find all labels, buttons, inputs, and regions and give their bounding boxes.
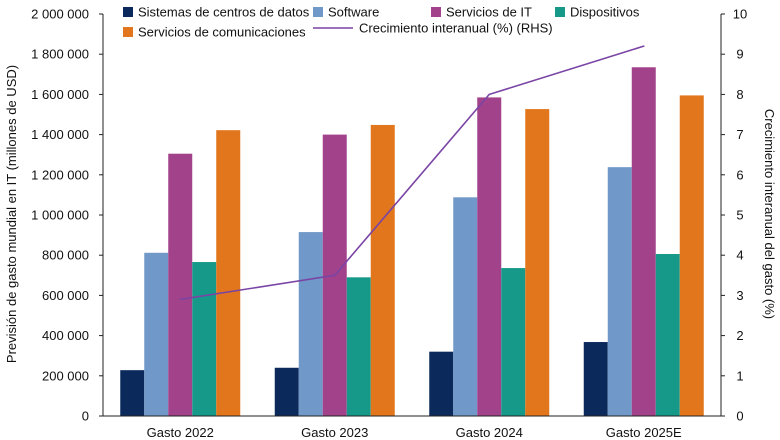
bar-1-4 <box>583 342 608 416</box>
growth-point-3 <box>488 93 491 96</box>
legend-label-4: Dispositivos <box>570 5 640 20</box>
bar-4-1 <box>192 262 217 416</box>
y-tick-label: 1 200 000 <box>31 167 89 182</box>
bar-1-3 <box>429 351 454 416</box>
y2-tick-label: 8 <box>736 87 743 102</box>
bar-1-1 <box>120 370 145 416</box>
bar-4-3 <box>501 268 526 416</box>
growth-point-2 <box>333 274 336 277</box>
y-tick-label: 600 000 <box>42 288 89 303</box>
y2-tick-label: 4 <box>736 248 743 263</box>
bar-5-4 <box>679 95 704 416</box>
legend-swatch-4 <box>555 7 565 17</box>
growth-line-layer <box>179 45 645 301</box>
growth-line <box>180 45 644 301</box>
y-tick-label: 200 000 <box>42 368 89 383</box>
y2-axis-title: Crecimiento interanual del gasto (%) <box>762 109 777 319</box>
legend-swatch-3 <box>431 7 441 17</box>
legend-label-3: Servicios de IT <box>446 5 532 20</box>
y2-tick-label: 2 <box>736 328 743 343</box>
y2-tick-label: 7 <box>736 127 743 142</box>
bar-2-4 <box>607 167 632 416</box>
y2-tick-label: 10 <box>733 7 747 22</box>
bar-2-2 <box>298 232 323 416</box>
growth-point-1 <box>179 298 182 301</box>
y-tick-label: 1 600 000 <box>31 87 89 102</box>
bars <box>120 67 704 417</box>
y2-tick-label: 3 <box>736 288 743 303</box>
y2-tick-label: 9 <box>736 47 743 62</box>
bar-4-2 <box>346 277 371 416</box>
legend-swatch-1 <box>123 7 133 17</box>
y-tick-label: 1 800 000 <box>31 47 89 62</box>
growth-point-4 <box>642 45 645 47</box>
y2-tick-label: 0 <box>736 409 743 424</box>
y2-tick-label: 1 <box>736 368 743 383</box>
legend: Sistemas de centros de datos Software Serv… <box>123 5 640 40</box>
y-axis-title: Previsión de gasto mundial en IT (millon… <box>4 65 19 363</box>
x-tick-label: Gasto 2024 <box>456 425 523 440</box>
legend-label-2: Software <box>328 5 379 20</box>
bar-1-2 <box>274 367 299 416</box>
bar-4-4 <box>655 253 680 416</box>
axes: 0 200 000 400 000 600 000 800 000 1 000 000 1 … <box>31 7 747 440</box>
y-tick-label: 1 000 000 <box>31 208 89 223</box>
bar-3-4 <box>631 67 656 416</box>
legend-line-label: Crecimiento interanual (%) (RHS) <box>359 21 553 36</box>
bar-2-1 <box>144 252 169 416</box>
bar-3-1 <box>168 153 193 416</box>
x-tick-label: Gasto 2023 <box>301 425 368 440</box>
bar-3-3 <box>477 97 502 416</box>
bar-5-2 <box>370 124 395 417</box>
legend-label-1: Sistemas de centros de datos <box>138 5 310 20</box>
legend-swatch-2 <box>313 7 323 17</box>
bar-2-3 <box>453 197 478 416</box>
y2-tick-label: 6 <box>736 167 743 182</box>
x-tick-label: Gasto 2022 <box>147 425 214 440</box>
y-tick-label: 400 000 <box>42 328 89 343</box>
bar-5-3 <box>525 109 550 416</box>
y-tick-label: 800 000 <box>42 248 89 263</box>
legend-label-5: Servicios de comunicaciones <box>138 25 306 40</box>
legend-swatch-5 <box>123 27 133 37</box>
y-tick-label: 0 <box>82 409 89 424</box>
bar-5-1 <box>216 130 241 417</box>
y-tick-label: 1 400 000 <box>31 127 89 142</box>
y-tick-label: 2 000 000 <box>31 7 89 22</box>
y2-tick-label: 5 <box>736 208 743 223</box>
x-tick-label: Gasto 2025E <box>606 425 682 440</box>
